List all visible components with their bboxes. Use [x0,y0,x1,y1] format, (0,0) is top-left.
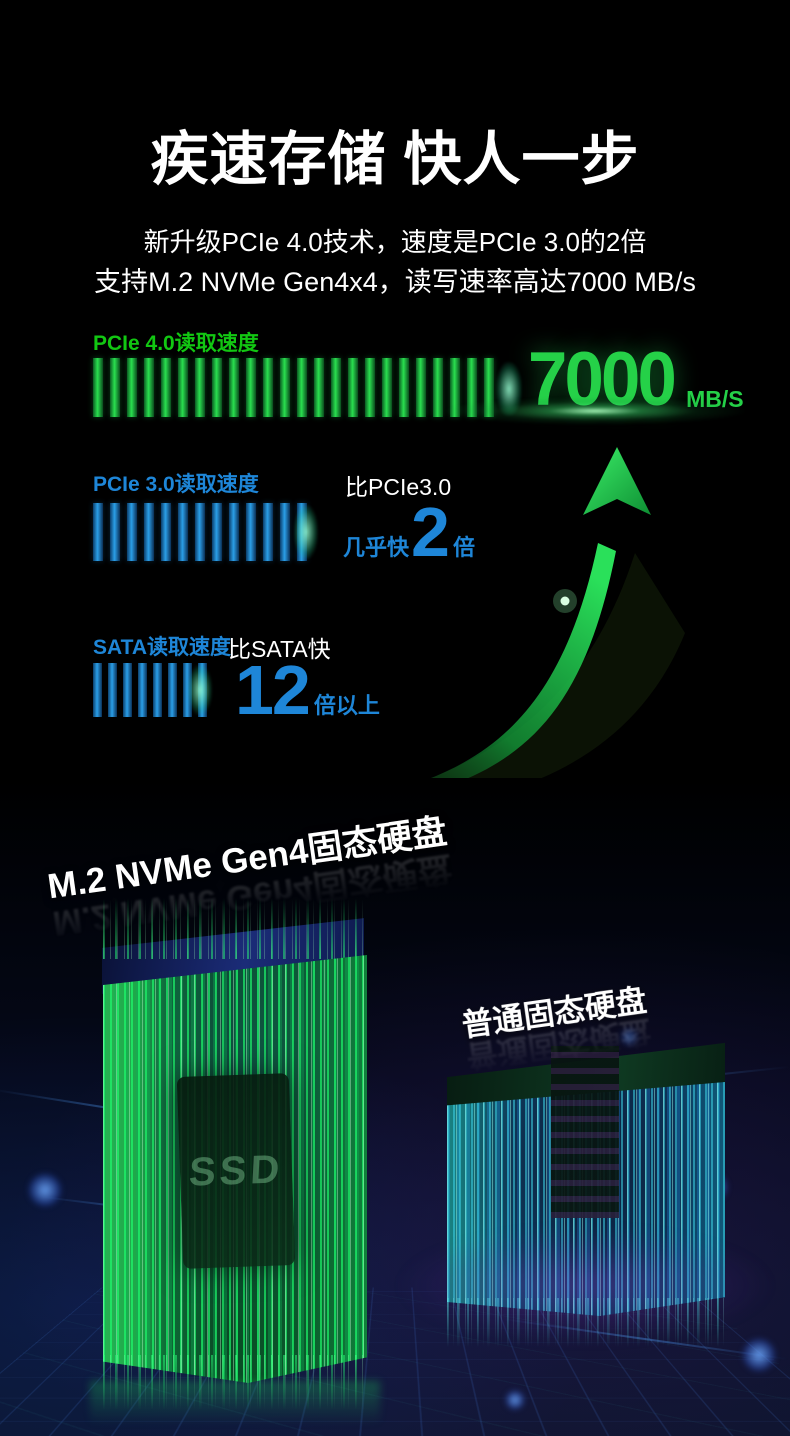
pcie3-multiplier-suffix: 倍 [452,534,475,560]
speed-tick-bar [263,358,273,417]
nvme-ssd-light-spikes-bottom [103,1355,367,1413]
arrow-tail-swoosh [350,543,616,809]
speed-tick-bar [229,358,239,417]
speed-tick-bar [297,358,307,417]
speed-tick-bar [212,358,222,417]
arrow-shadow-swoosh [340,553,685,812]
speed-tick-bar [123,663,132,717]
speed-tick-bar [314,358,324,417]
pcie3-multiplier-group: 几乎快 2 倍 [343,493,475,572]
pcie3-compare-label: 比PCIe3.0 [345,474,452,500]
bokeh-dot [28,1173,62,1207]
speed-tick-bar [108,663,117,717]
arrow-head [583,447,651,515]
speed-tick-bar [161,503,171,561]
speed-tick-bar [416,358,426,417]
speed-tick-bar [280,358,290,417]
bokeh-dot [742,1338,776,1372]
speed-tick-bar [144,503,154,561]
nvme-ssd-chip: SSD [176,1073,296,1269]
nvme-ssd-light-spikes-top [103,895,367,959]
arrow-sparkle-core [560,596,570,606]
speed-tick-bar [144,358,154,417]
bokeh-dot [620,1028,638,1046]
speed-tick-bar [263,503,273,561]
speed-tick-bar [178,358,188,417]
pcie3-bar-spark [294,505,318,559]
pcie3-row-label: PCIe 3.0读取速度 [93,473,259,496]
sata-multiplier-group: 12 倍以上 [233,651,380,730]
speed-tick-bar [127,358,137,417]
speed-tick-bar [127,503,137,561]
nvme-ssd-chip-text: SSD [187,1146,285,1195]
pcie3-multiplier-value: 2 [411,493,450,572]
page-title: 疾速存储 快人一步 [150,127,640,192]
nvme-gen4-ssd-render: SSD [90,895,380,1425]
speed-tick-bar [246,358,256,417]
speed-tick-bar [467,358,477,417]
speed-tick-bar [93,663,102,717]
subtitle-line-1: 新升级PCIe 4.0技术，速度是PCIe 3.0的2倍 [143,227,647,257]
speed-tick-bar [93,503,103,561]
speed-tick-bar [168,663,177,717]
speed-tick-bar [161,358,171,417]
speed-tick-bar [433,358,443,417]
sata-bar-spark [188,665,212,715]
speed-tick-bar [110,358,120,417]
pcie4-speed-bars [93,358,501,417]
speed-tick-bar [178,503,188,561]
pcie4-row-label: PCIe 4.0读取速度 [93,332,259,355]
speed-tick-bar [153,663,162,717]
speed-tick-bar [484,358,494,417]
speed-tick-bar [183,663,192,717]
speed-tick-bar [246,503,256,561]
sata-multiplier-suffix: 倍以上 [313,692,380,718]
subtitle-line-2: 支持M.2 NVMe Gen4x4，读写速率高达7000 MB/s [94,267,696,297]
speed-tick-bar [331,358,341,417]
ordinary-ssd-purple-glow [400,1228,770,1343]
speed-tick-bar [280,503,290,561]
speed-tick-bar [382,358,392,417]
ordinary-ssd-memory-stick [551,1046,619,1218]
speed-tick-bar [93,358,103,417]
speed-tick-bar [399,358,409,417]
speed-tick-bar [450,358,460,417]
pcie3-multiplier-prefix: 几乎快 [343,534,410,560]
speed-tick-bar [138,663,147,717]
ordinary-ssd-render [400,1040,770,1350]
sata-row-label: SATA读取速度 [93,636,232,659]
bokeh-dot [505,1390,525,1410]
sata-compare-label: 比SATA快 [228,636,331,662]
ordinary-ssd-light-spikes-bottom [447,1298,725,1350]
speed-tick-bar [195,503,205,561]
speed-up-arrow-icon [340,447,685,812]
pcie3-speed-bars [93,503,314,561]
nvme-ssd-base-glow [90,1381,380,1425]
speed-tick-bar [212,503,222,561]
circuit-board-scene: SSD M.2 NVMe Gen4固态硬盘 M.2 NVMe Gen4固态硬盘 … [0,778,790,1436]
speed-tick-bar [365,358,375,417]
green-lens-flare [445,397,745,425]
speed-tick-bar [195,358,205,417]
speed-tick-bar [110,503,120,561]
speed-tick-bar [348,358,358,417]
sata-multiplier-value: 12 [235,651,311,730]
speed-tick-bar [229,503,239,561]
